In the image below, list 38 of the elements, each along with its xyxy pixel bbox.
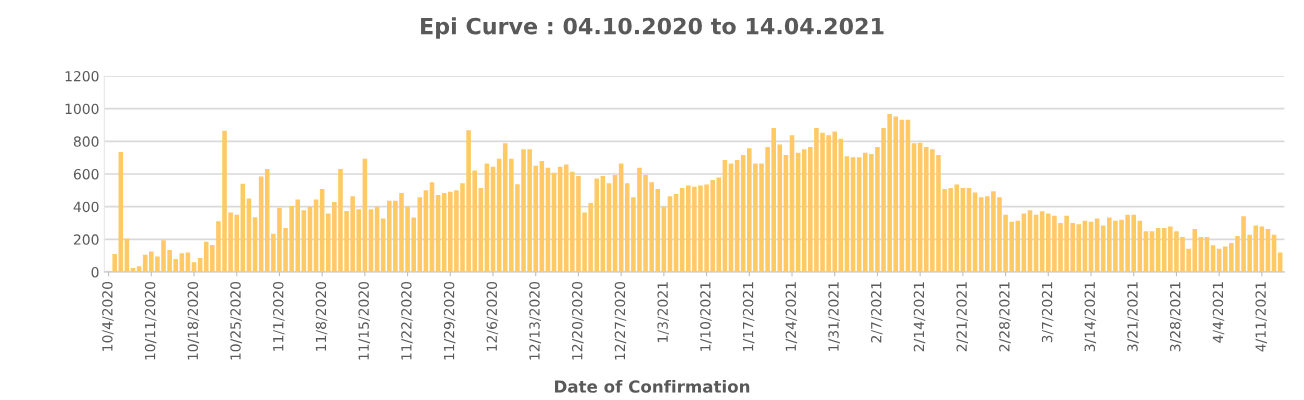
x-tick-label: 2/28/2021 (999, 282, 1011, 352)
x-tick-label: 1/31/2021 (828, 282, 840, 351)
x-tick-label: 2/21/2021 (956, 282, 968, 352)
x-tick-label: 12/27/2020 (614, 281, 627, 360)
y-tick-label: 800 (73, 136, 99, 147)
y-tick-label: 1200 (65, 70, 99, 82)
x-tick-label: 12/20/2020 (571, 281, 584, 360)
chart-title: Epi Curve : 04.10.2020 to 14.04.2021 (421, 17, 884, 39)
x-tick-label: 1/17/2021 (742, 282, 755, 351)
x-tick-label: 10/4/2020 (102, 281, 114, 351)
x-tick-label: 11/1/2020 (272, 281, 285, 351)
x-tick-label: 4/4/2021 (1212, 282, 1225, 343)
x-tick-label: 10/25/2020 (230, 281, 242, 360)
x-tick-label: 3/28/2021 (1169, 282, 1182, 352)
y-tick-label: 0 (91, 266, 99, 278)
y-tick-label: 400 (73, 201, 99, 213)
y-tick-label: 200 (73, 234, 99, 245)
bar (136, 266, 142, 272)
x-tick-label: 3/7/2021 (1041, 282, 1054, 343)
y-tick-label: 600 (73, 168, 99, 180)
x-tick-label: 2/7/2021 (870, 282, 883, 343)
x-tick-label: 11/15/2020 (358, 281, 370, 360)
x-tick-label: 11/29/2020 (443, 281, 456, 360)
x-tick-label: 4/11/2021 (1255, 282, 1267, 352)
x-tick-label: 1/3/2021 (657, 282, 669, 342)
x-tick-label: 10/11/2020 (144, 281, 157, 360)
y-tick-label: 1000 (65, 103, 99, 115)
x-tick-label: 11/8/2020 (315, 281, 328, 351)
x-tick-label: 3/14/2021 (1084, 282, 1097, 352)
x-axis-title: Date of Confirmation (555, 379, 750, 393)
x-tick-label: 2/14/2021 (913, 282, 926, 352)
x-tick-label: 1/10/2021 (700, 282, 712, 351)
x-tick-label: 12/6/2020 (486, 281, 499, 351)
x-tick-label: 11/22/2020 (401, 281, 413, 360)
x-tick-label: 3/21/2021 (1127, 282, 1139, 352)
x-tick-label: 1/24/2021 (785, 282, 798, 351)
x-tick-label: 10/18/2020 (187, 281, 200, 360)
x-tick-label: 12/13/2020 (529, 281, 541, 360)
